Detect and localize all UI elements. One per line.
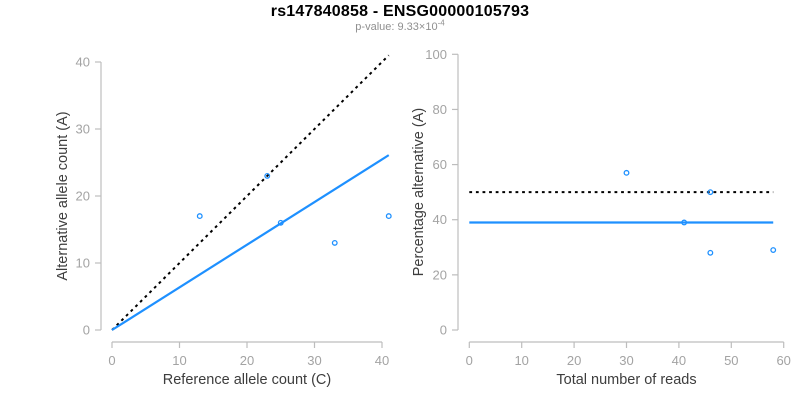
allele-counts-scatter: 0 10 20 30 40 0 10 20 30 40 Reference allele count… (55, 54, 392, 388)
y-axis-title: Alternative allele count (A) (55, 111, 71, 280)
y-tick-label: 60 (433, 157, 447, 172)
y-tick-label: 20 (76, 189, 90, 204)
y-tick-label: 30 (76, 122, 90, 137)
x-axis-title: Reference allele count (C) (163, 372, 331, 388)
x-tick-label: 30 (307, 353, 321, 368)
x-tick-label: 0 (108, 353, 115, 368)
data-point (623, 169, 630, 176)
x-tick-label: 0 (466, 353, 473, 368)
pvalue-exponent: -4 (437, 18, 445, 28)
y-tick-label: 80 (433, 102, 447, 117)
x-tick-label: 50 (724, 353, 738, 368)
x-tick-label: 60 (776, 353, 790, 368)
y-tick-label: 40 (76, 55, 90, 70)
identity-line (111, 54, 390, 331)
x-tick-label: 10 (514, 353, 528, 368)
percentage-vs-reads-scatter: 0 10 20 30 40 50 60 0 20 40 60 80 100 Total number of… (411, 47, 791, 388)
y-tick-label: 10 (76, 256, 90, 271)
data-point (707, 189, 714, 196)
y-tick-label: 0 (83, 323, 90, 338)
x-axis-title: Total number of reads (556, 372, 696, 388)
pvalue-text: p-value: 9.33×10 (355, 21, 438, 33)
data-point (196, 213, 203, 220)
y-axis-title: Percentage alternative (A) (411, 108, 427, 276)
data-point (385, 213, 392, 220)
y-tick-label: 0 (440, 323, 447, 338)
data-point (707, 249, 714, 256)
x-tick-label: 20 (240, 353, 254, 368)
x-tick-label: 40 (672, 353, 686, 368)
y-tick-label: 40 (433, 212, 447, 227)
data-point (277, 219, 284, 226)
data-point (681, 219, 688, 226)
x-tick-label: 10 (172, 353, 186, 368)
x-tick-label: 40 (375, 353, 389, 368)
data-point (770, 247, 777, 253)
figure-subtitle: p-value: 9.33×10-4 (0, 18, 800, 33)
y-tick-label: 20 (433, 267, 447, 282)
x-tick-label: 30 (619, 353, 633, 368)
figure-title: rs147840858 - ENSG00000105793 (270, 3, 530, 20)
fitted-ratio-line (111, 154, 390, 331)
x-tick-label: 20 (567, 353, 581, 368)
data-point (331, 239, 338, 246)
data-point (264, 172, 271, 179)
y-tick-label: 100 (425, 47, 447, 62)
